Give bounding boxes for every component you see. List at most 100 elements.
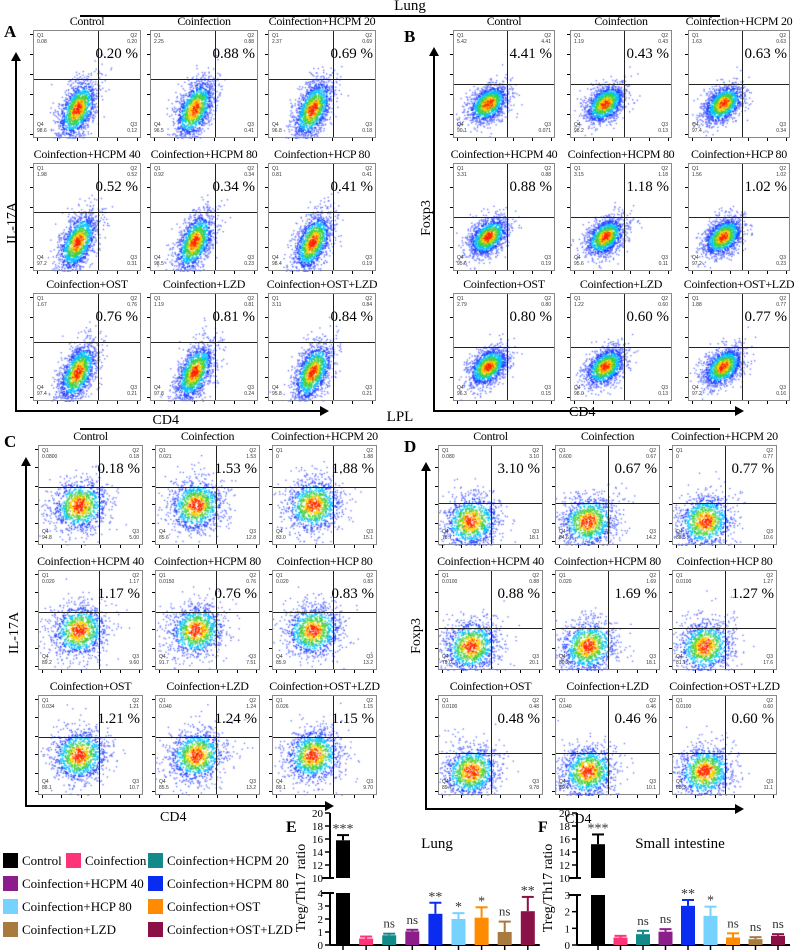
quadrant-gate-horizontal[interactable]	[39, 737, 142, 739]
quadrant-gate-horizontal[interactable]	[151, 78, 257, 80]
quadrant-gate-vertical[interactable]	[332, 164, 334, 270]
legend-label: Coinfection+HCP 80	[22, 899, 132, 914]
quadrant-gate-vertical[interactable]	[215, 571, 217, 669]
y-tick	[669, 791, 672, 792]
quadrant-gate-vertical[interactable]	[724, 446, 726, 544]
quadrant-gate-vertical[interactable]	[98, 696, 100, 794]
quadrant-gate-horizontal[interactable]	[571, 84, 671, 85]
quadrant-gate-horizontal[interactable]	[273, 612, 376, 614]
quadrant-gate-horizontal[interactable]	[34, 211, 140, 213]
quadrant-gate-horizontal[interactable]	[556, 752, 659, 754]
quadrant-name: Q1	[276, 448, 283, 454]
quadrant-gate-horizontal[interactable]	[269, 211, 375, 213]
quadrant-q4-label: Q4 98.4	[272, 255, 282, 267]
quadrant-gate-vertical[interactable]	[490, 696, 492, 794]
bar	[497, 932, 512, 945]
quadrant-name: Q4	[457, 255, 464, 261]
quadrant-gate-vertical[interactable]	[607, 696, 609, 794]
quadrant-gate-horizontal[interactable]	[39, 612, 142, 614]
quadrant-value: 0.63	[776, 39, 786, 45]
quadrant-value: 17.6	[763, 660, 773, 666]
quadrant-gate-vertical[interactable]	[215, 446, 217, 544]
quadrant-gate-vertical[interactable]	[724, 696, 726, 794]
quadrant-gate-horizontal[interactable]	[571, 217, 671, 218]
quadrant-gate-vertical[interactable]	[332, 696, 334, 794]
flow-plot: Q1 0.81 Q2 0.41 Q3 0.19 Q4 98.4 0.41 %	[268, 163, 377, 272]
quadrant-q4-label: Q4 96.3	[457, 385, 467, 397]
quadrant-gate-horizontal[interactable]	[439, 627, 542, 629]
quadrant-name: Q1	[442, 698, 449, 704]
quadrant-gate-horizontal[interactable]	[39, 487, 142, 489]
x-tick	[636, 545, 638, 548]
x-tick	[217, 670, 219, 673]
quadrant-value: 98.0	[574, 391, 584, 397]
quadrant-gate-horizontal[interactable]	[156, 737, 259, 739]
x-tick	[254, 401, 255, 404]
quadrant-q4-label: Q4 98.5	[154, 255, 164, 267]
quadrant-gate-horizontal[interactable]	[673, 502, 776, 504]
y-axis-arrow	[425, 470, 427, 808]
quadrant-gate-vertical[interactable]	[332, 571, 334, 669]
bar	[405, 931, 420, 945]
x-tick	[500, 795, 502, 798]
quadrant-gate-vertical[interactable]	[214, 294, 216, 400]
quadrant-gate-horizontal[interactable]	[151, 211, 257, 213]
quadrant-gate-horizontal[interactable]	[269, 341, 375, 343]
quadrant-gate-horizontal[interactable]	[689, 84, 789, 85]
quadrant-gate-vertical[interactable]	[97, 164, 99, 270]
quadrant-gate-horizontal[interactable]	[454, 84, 554, 85]
quadrant-gate-horizontal[interactable]	[454, 347, 554, 348]
quadrant-gate-horizontal[interactable]	[269, 78, 375, 80]
quadrant-gate-vertical[interactable]	[724, 571, 726, 669]
quadrant-value: 88.5	[676, 535, 686, 541]
x-tick	[442, 545, 443, 548]
significance-label: *	[478, 894, 485, 909]
quadrant-value: 0.41	[362, 172, 372, 178]
quadrant-gate-horizontal[interactable]	[673, 752, 776, 754]
y-tick	[685, 317, 688, 318]
quadrant-gate-horizontal[interactable]	[673, 627, 776, 629]
quadrant-gate-vertical[interactable]	[97, 294, 99, 400]
quadrant-gate-vertical[interactable]	[607, 571, 609, 669]
quadrant-gate-vertical[interactable]	[332, 31, 334, 137]
y-tick	[152, 647, 155, 649]
quadrant-gate-vertical[interactable]	[215, 696, 217, 794]
quadrant-gate-horizontal[interactable]	[156, 612, 259, 614]
quadrant-value: 0.19	[362, 261, 372, 267]
quadrant-gate-vertical[interactable]	[490, 446, 492, 544]
y-tick	[147, 74, 150, 75]
quadrant-gate-vertical[interactable]	[214, 164, 216, 270]
quadrant-gate-horizontal[interactable]	[273, 487, 376, 489]
quadrant-name: Q2	[544, 33, 551, 39]
quadrant-q1-label: Q1 0.040	[159, 698, 172, 710]
quadrant-gate-horizontal[interactable]	[439, 752, 542, 754]
quadrant-gate-horizontal[interactable]	[689, 217, 789, 218]
quadrant-q3-label: Q3 0.18	[362, 122, 372, 134]
quadrant-value: 98.5	[154, 261, 164, 267]
quadrant-gate-horizontal[interactable]	[454, 217, 554, 218]
quadrant-gate-horizontal[interactable]	[571, 347, 671, 348]
quadrant-name: Q1	[159, 698, 166, 704]
quadrant-gate-vertical[interactable]	[214, 31, 216, 137]
y-tick	[435, 504, 438, 506]
quadrant-gate-vertical[interactable]	[607, 446, 609, 544]
quadrant-q4-label: Q4 98.2	[574, 122, 584, 134]
quadrant-gate-vertical[interactable]	[97, 31, 99, 137]
quadrant-gate-vertical[interactable]	[490, 571, 492, 669]
quadrant-gate-horizontal[interactable]	[273, 737, 376, 739]
quadrant-gate-horizontal[interactable]	[34, 78, 140, 80]
quadrant-gate-horizontal[interactable]	[151, 341, 257, 343]
quadrant-gate-horizontal[interactable]	[556, 502, 659, 504]
quadrant-gate-vertical[interactable]	[332, 294, 334, 400]
quadrant-gate-horizontal[interactable]	[156, 487, 259, 489]
y-axis-arrow	[433, 55, 435, 410]
quadrant-gate-horizontal[interactable]	[556, 627, 659, 629]
quadrant-gate-vertical[interactable]	[332, 446, 334, 544]
quadrant-gate-horizontal[interactable]	[439, 502, 542, 504]
x-tick	[734, 670, 736, 673]
y-tick	[552, 541, 555, 542]
quadrant-gate-vertical[interactable]	[98, 571, 100, 669]
quadrant-gate-horizontal[interactable]	[689, 347, 789, 348]
quadrant-gate-vertical[interactable]	[98, 446, 100, 544]
quadrant-gate-horizontal[interactable]	[34, 341, 140, 343]
